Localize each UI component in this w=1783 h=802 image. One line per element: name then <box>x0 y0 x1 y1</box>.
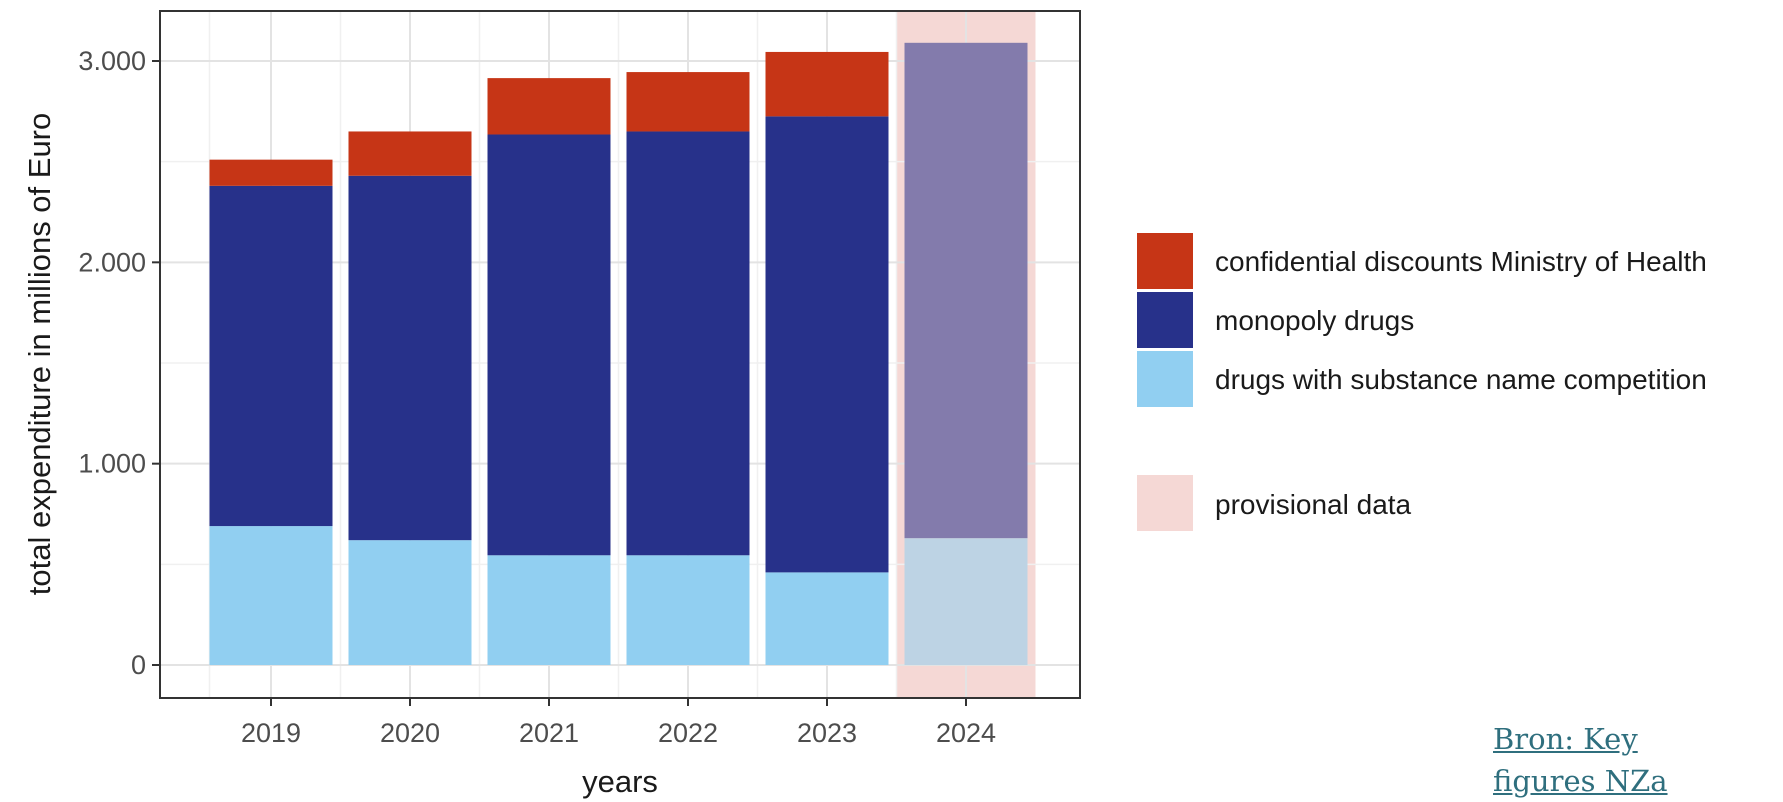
bar-segment-2019-s1 <box>209 185 333 527</box>
y-tick-label: 3.000 <box>78 46 146 76</box>
provisional-overlay-2024 <box>904 42 1028 665</box>
legend-key-provisional <box>1137 475 1193 531</box>
y-tick-label: 2.000 <box>78 247 146 277</box>
axes: 0 1.000 2.000 3.000 2019 2020 2021 2022 2023 2024 <box>78 46 996 748</box>
x-tick-label: 2022 <box>658 718 718 748</box>
bar-segment-2023-s0 <box>765 572 889 665</box>
bar-segment-2022-s1 <box>626 131 750 556</box>
x-tick-label: 2020 <box>380 718 440 748</box>
x-tick-label: 2023 <box>797 718 857 748</box>
y-tick-label: 1.000 <box>78 449 146 479</box>
x-tick-label: 2024 <box>936 718 996 748</box>
source-link[interactable]: Bron: Key figures NZa <box>1493 722 1668 798</box>
y-axis-title: total expenditure in millions of Euro <box>22 113 57 595</box>
bar-segment-2020-s2 <box>348 131 472 176</box>
bar-segment-2023-s2 <box>765 51 889 117</box>
legend-key <box>1137 351 1193 407</box>
x-tick-label: 2021 <box>519 718 579 748</box>
legend-label-provisional: provisional data <box>1215 489 1412 520</box>
legend-label: monopoly drugs <box>1215 305 1414 336</box>
bar-segment-2019-s0 <box>209 526 333 665</box>
x-axis-title: years <box>582 764 658 799</box>
bar-segment-2024-s0 <box>904 538 1028 665</box>
bar-segment-2021-s1 <box>487 134 611 556</box>
bar-segment-2023-s1 <box>765 116 889 573</box>
bar-segment-2020-s0 <box>348 540 472 665</box>
bars <box>209 42 1028 665</box>
plot-frame <box>159 10 1081 699</box>
legend: confidential discounts Ministry of Healt… <box>1137 233 1707 531</box>
legend-key <box>1137 292 1193 348</box>
legend-label: confidential discounts Ministry of Healt… <box>1215 246 1707 277</box>
legend-label: drugs with substance name competition <box>1215 364 1707 395</box>
bar-segment-2022-s0 <box>626 555 750 665</box>
bar-segment-2021-s2 <box>487 78 611 135</box>
bar-segment-2020-s1 <box>348 175 472 541</box>
bar-segment-2024-s1 <box>904 42 1028 539</box>
bar-segment-2021-s0 <box>487 555 611 665</box>
bar-segment-2019-s2 <box>209 159 333 186</box>
bar-segment-2022-s2 <box>626 72 750 132</box>
x-tick-label: 2019 <box>241 718 301 748</box>
legend-key <box>1137 233 1193 289</box>
y-tick-label: 0 <box>131 650 146 680</box>
